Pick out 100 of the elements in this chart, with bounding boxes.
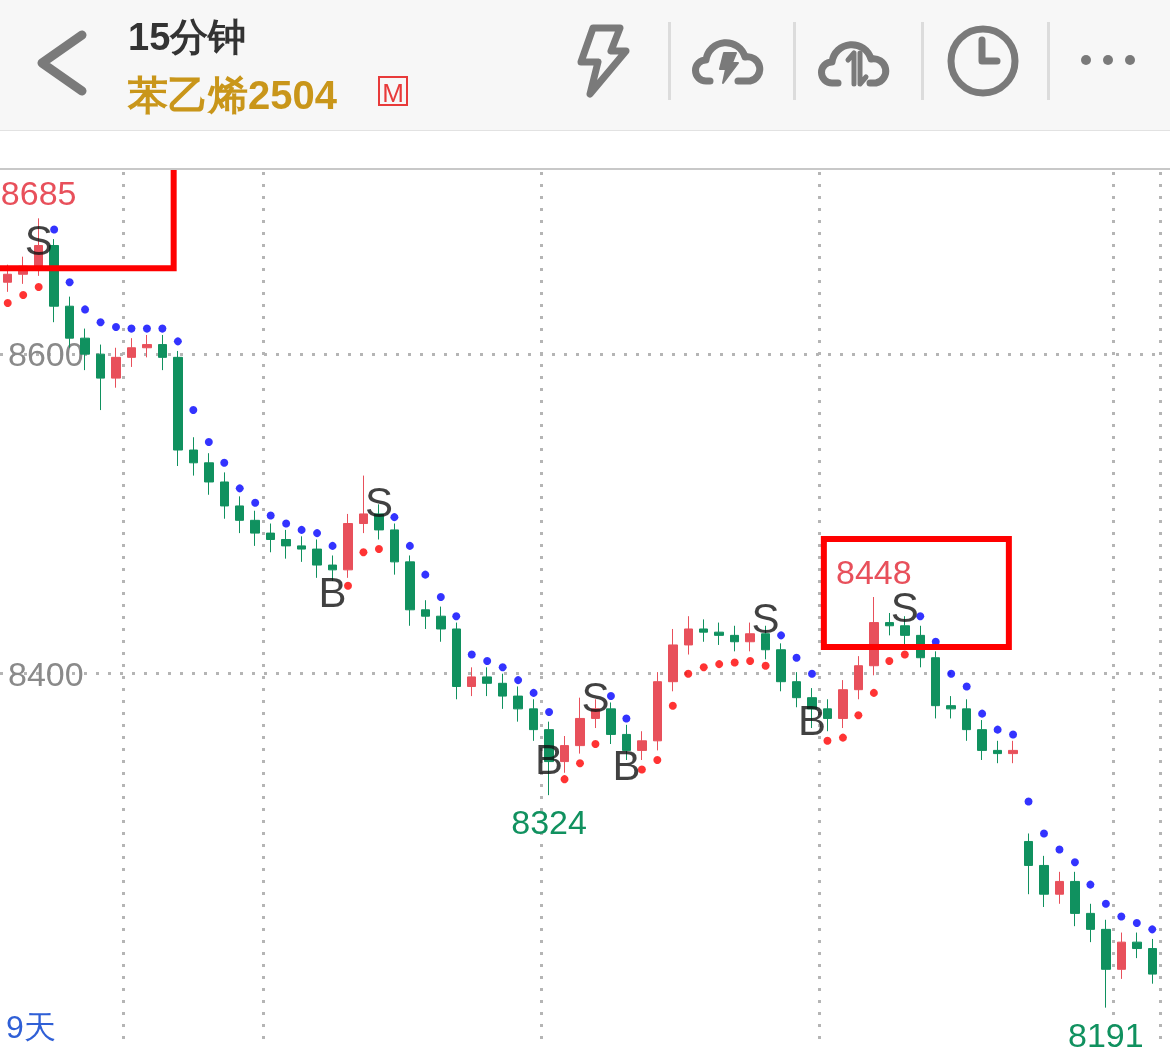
point (251, 498, 260, 507)
point (1117, 912, 1126, 921)
candlestick (885, 612, 894, 636)
candlestick (204, 452, 214, 496)
candlestick (1148, 938, 1157, 985)
data-label: S (581, 673, 610, 721)
candlestick (1008, 740, 1018, 764)
candlestick (823, 698, 832, 732)
point (684, 669, 693, 678)
candlestick (684, 615, 693, 656)
candlestick (142, 334, 152, 358)
candlestick (606, 701, 616, 745)
candlestick (776, 642, 786, 692)
point (699, 663, 708, 672)
candlestick (854, 655, 863, 700)
candlestick (668, 628, 678, 692)
point (452, 612, 461, 621)
point (591, 740, 600, 749)
candlestick (1039, 855, 1049, 908)
point (746, 656, 755, 665)
point (235, 484, 244, 493)
point (142, 324, 151, 333)
candlestick (189, 436, 198, 477)
point (405, 541, 414, 550)
candlestick (653, 671, 662, 751)
candlestick (49, 238, 59, 323)
point (467, 650, 476, 659)
candlestick (281, 529, 291, 560)
candlestick (250, 510, 260, 547)
candlestick (714, 622, 724, 646)
data-label: S (751, 595, 780, 643)
candlestick (575, 697, 585, 755)
point (158, 324, 167, 333)
text: M (378, 76, 408, 108)
point (127, 324, 136, 333)
point (869, 688, 878, 697)
point (65, 278, 74, 287)
data-label: B (797, 697, 827, 745)
point (576, 759, 584, 768)
candlestick (1132, 932, 1142, 959)
point (1040, 829, 1048, 838)
point (715, 660, 724, 669)
candlestick (436, 606, 446, 643)
point (1148, 925, 1157, 934)
candlestick (405, 554, 415, 627)
candlestick (266, 523, 275, 553)
chart-subtitle: 苯乙烯2504 (128, 72, 337, 119)
point (282, 519, 291, 528)
candlestick (946, 695, 956, 719)
y-tick-label: 8400 (8, 654, 84, 693)
text: 8685 (0, 174, 77, 213)
candlestick (745, 622, 755, 652)
point (777, 631, 786, 640)
point (96, 318, 105, 327)
candlestick (96, 344, 105, 411)
data-label: B (318, 569, 347, 617)
point (1055, 845, 1064, 854)
point (947, 669, 956, 678)
point (204, 438, 213, 447)
point (838, 733, 847, 742)
point (653, 755, 662, 764)
point (761, 661, 770, 670)
candlestick (931, 650, 940, 719)
candlestick (390, 523, 399, 576)
point (81, 305, 90, 314)
point (978, 709, 987, 718)
candlestick (993, 740, 1002, 764)
point (498, 663, 507, 672)
point (189, 406, 198, 415)
point (668, 701, 677, 710)
data-label: B (612, 741, 641, 789)
candlestick (977, 719, 987, 761)
candlestick (1024, 832, 1033, 895)
candlestick (127, 337, 136, 368)
y-tick-label: 8600 (8, 335, 84, 374)
point (436, 593, 445, 602)
point (374, 545, 383, 554)
point (390, 513, 399, 522)
point (885, 656, 894, 665)
point (1101, 899, 1110, 908)
point (1009, 730, 1018, 739)
point (173, 337, 182, 346)
point (297, 525, 306, 534)
candlestick (297, 535, 306, 563)
candlestick (1086, 903, 1095, 943)
candlestick (482, 666, 492, 697)
candlestick (513, 685, 523, 723)
point (900, 650, 909, 659)
candlestick (838, 679, 848, 729)
point (359, 548, 368, 557)
point (328, 541, 337, 550)
point (560, 775, 569, 784)
candlestick (792, 671, 801, 708)
point (545, 708, 554, 717)
point (622, 714, 631, 723)
candlestick (343, 513, 353, 579)
candlestick (529, 698, 538, 742)
candlestick (637, 730, 647, 761)
point (792, 653, 801, 662)
point (1132, 918, 1141, 927)
